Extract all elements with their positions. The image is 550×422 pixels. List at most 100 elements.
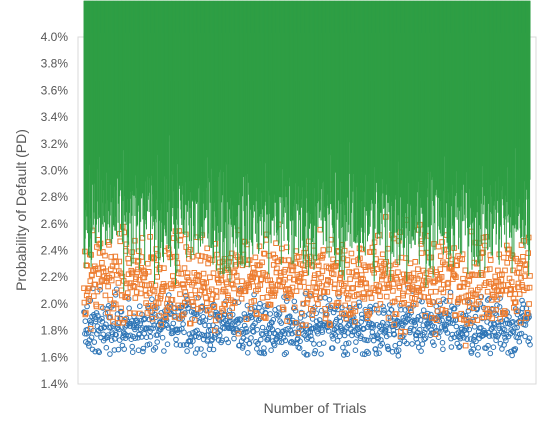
data-point: [303, 325, 309, 332]
data-point: [454, 262, 460, 268]
data-point: [335, 299, 342, 306]
data-point: [271, 293, 277, 299]
data-point: [303, 322, 309, 328]
data-point: [123, 315, 130, 322]
data-point: [353, 268, 360, 275]
data-point: [447, 320, 453, 326]
data-point: [103, 344, 110, 351]
data-point: [317, 226, 323, 233]
data-point: [445, 279, 452, 286]
data-point: [218, 277, 224, 284]
data-point: [316, 317, 323, 323]
data-point: [300, 279, 307, 285]
data-point: [512, 325, 518, 331]
data-point: [137, 320, 144, 327]
data-point: [290, 263, 297, 270]
data-point: [93, 310, 100, 316]
data-point: [268, 347, 274, 354]
y-tick-label: 2.8%: [41, 190, 69, 204]
data-point: [424, 277, 430, 284]
data-point: [479, 250, 485, 256]
data-point: [203, 294, 209, 301]
data-point: [483, 266, 490, 273]
data-point: [510, 319, 516, 325]
data-point: [526, 335, 533, 342]
data-point: [226, 273, 233, 280]
data-point: [244, 302, 251, 309]
data-point: [129, 270, 135, 277]
data-point: [99, 260, 105, 266]
data-point: [462, 298, 468, 305]
data-point: [267, 277, 273, 283]
data-point: [87, 278, 94, 284]
data-point: [204, 245, 210, 252]
data-point: [203, 279, 210, 286]
data-point: [227, 312, 233, 319]
data-point: [487, 266, 493, 272]
data-point: [135, 257, 142, 264]
data-point: [485, 329, 492, 336]
data-point: [116, 337, 123, 343]
data-point: [500, 254, 507, 261]
data-point: [487, 257, 494, 263]
y-tick-label: 2.6%: [41, 217, 69, 231]
data-point: [516, 264, 523, 271]
data-point: [417, 293, 424, 300]
data-point: [258, 276, 265, 283]
data-point: [131, 310, 137, 317]
data-point: [365, 350, 372, 356]
data-point: [333, 263, 339, 269]
data-point: [432, 331, 439, 337]
data-point: [340, 255, 347, 262]
data-point: [306, 311, 312, 317]
data-point: [305, 284, 312, 291]
data-point: [498, 277, 505, 283]
data-point: [291, 304, 298, 311]
data-point: [494, 287, 500, 293]
data-point: [181, 329, 187, 336]
data-point: [412, 259, 419, 265]
data-point: [308, 333, 314, 339]
data-point: [396, 340, 403, 347]
data-point: [356, 303, 363, 309]
data-point: [98, 304, 104, 310]
data-point: [151, 288, 158, 295]
data-point: [385, 315, 392, 321]
data-point: [299, 310, 305, 317]
data-point: [222, 302, 228, 308]
data-point: [392, 342, 399, 349]
data-point: [178, 271, 185, 277]
data-point: [157, 264, 163, 271]
data-point: [212, 327, 218, 334]
data-point: [207, 314, 213, 321]
y-tick-label: 1.6%: [41, 350, 69, 364]
data-point: [318, 274, 324, 281]
data-point: [312, 304, 318, 311]
data-point: [256, 304, 262, 311]
data-point: [180, 321, 186, 327]
data-point: [300, 301, 307, 307]
data-point: [394, 276, 400, 283]
data-point: [365, 337, 371, 344]
data-point: [107, 351, 113, 357]
data-point: [307, 291, 314, 297]
data-point: [437, 301, 444, 307]
data-point: [170, 320, 177, 327]
data-point: [213, 288, 219, 294]
data-point: [485, 342, 491, 349]
data-point: [330, 271, 337, 278]
data-point: [464, 281, 471, 287]
data-point: [319, 329, 326, 335]
data-point: [162, 314, 169, 321]
data-point: [251, 298, 257, 304]
data-point: [255, 340, 261, 347]
data-point: [121, 316, 128, 323]
data-point: [313, 288, 319, 295]
series-pd-2020: [81, 214, 533, 349]
data-point: [478, 325, 484, 331]
y-tick-label: 2.2%: [41, 270, 69, 284]
data-point: [267, 311, 274, 317]
data-point: [428, 289, 434, 295]
data-point: [87, 317, 93, 324]
data-point: [83, 262, 90, 268]
